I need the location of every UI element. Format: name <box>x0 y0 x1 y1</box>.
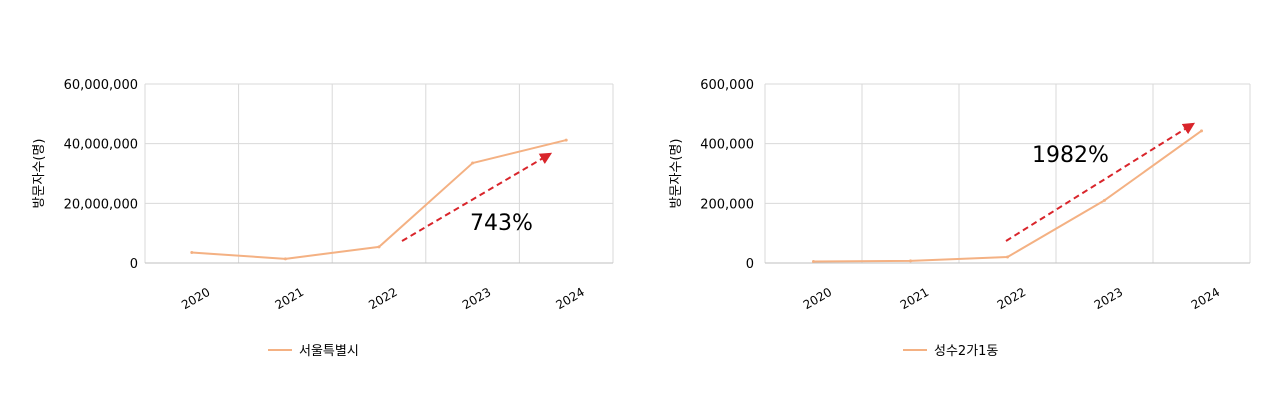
legend-label: 성수2가1동 <box>934 344 998 359</box>
y-axis-label: 방문자수(명) <box>32 139 47 209</box>
data-point <box>471 161 475 165</box>
data-point <box>1103 198 1106 202</box>
legend-label: 서울특별시 <box>299 344 359 359</box>
y-axis-label: 방문자수(명) <box>669 139 684 209</box>
y-tick-label: 20,000,000 <box>64 197 138 212</box>
data-point <box>283 257 287 261</box>
y-tick-label: 0 <box>130 257 138 272</box>
chart-1: 0 20,000,000 40,000,000 60,000,000 방문자수(명) 20… <box>32 78 614 359</box>
growth-annotation: 1982% <box>1032 143 1109 168</box>
y-tick-label: 40,000,000 <box>64 138 138 153</box>
x-tick-label: 2020 <box>179 285 212 312</box>
chart-2: 0 200,000 400,000 600,000 방문자수(명) 2020 2021 202… <box>669 78 1251 359</box>
x-tick-label: 2024 <box>1189 285 1222 312</box>
data-point <box>564 138 568 142</box>
growth-arrow <box>1005 122 1196 242</box>
y-tick-label: 400,000 <box>700 138 754 153</box>
data-point <box>190 251 194 255</box>
x-tick-label: 2023 <box>460 285 493 312</box>
data-point <box>377 245 381 249</box>
data-point <box>1200 129 1203 133</box>
x-tick-label: 2021 <box>898 285 931 312</box>
x-tick-label: 2022 <box>995 285 1028 312</box>
series-line <box>813 130 1203 263</box>
y-tick-label: 0 <box>746 257 754 272</box>
data-point <box>812 260 815 264</box>
x-tick-label: 2024 <box>553 285 586 312</box>
x-tick-label: 2023 <box>1092 285 1125 312</box>
y-tick-label: 600,000 <box>700 78 754 93</box>
y-tick-label: 200,000 <box>700 197 754 212</box>
y-tick-label: 60,000,000 <box>64 78 138 93</box>
x-tick-label: 2021 <box>273 285 306 312</box>
x-tick-label: 2020 <box>801 285 834 312</box>
growth-annotation: 743% <box>470 211 533 236</box>
x-tick-label: 2022 <box>366 285 399 312</box>
data-point <box>1006 255 1009 259</box>
growth-arrow <box>401 152 553 242</box>
data-point <box>909 259 912 263</box>
series-line <box>191 139 567 260</box>
